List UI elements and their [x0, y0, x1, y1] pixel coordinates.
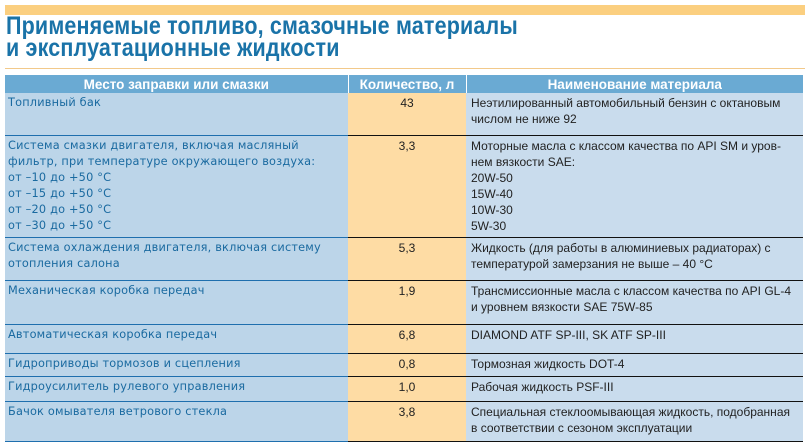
header-place: Место заправки или смазки	[5, 75, 349, 93]
cell-material-line: Тормозная жидкость DOT-4	[471, 357, 625, 371]
cell-place: Система смазки двигателя, включая маслян…	[5, 135, 348, 238]
cell-place-line: Автоматическая коробка передач	[8, 328, 218, 341]
cell-quantity: 1,0	[348, 376, 466, 402]
table-row: Топливный бак 43 Неэтилированный автомобил…	[5, 93, 803, 136]
fluids-table: Место заправки или смазки Количество, л …	[5, 75, 803, 442]
cell-quantity: 1,9	[348, 280, 466, 325]
cell-place-line: Механическая коробка передач	[8, 284, 205, 297]
cell-material-line: 5W-30	[471, 219, 507, 233]
cell-material-line: температурой замерзания не выше – 40 °С	[471, 257, 713, 271]
cell-material: Специальная стеклоомывающая жидкость, по…	[466, 401, 803, 442]
cell-place-line: от –30 до +50 °С	[8, 219, 112, 232]
cell-place: Бачок омывателя ветрового стекла	[5, 401, 348, 442]
cell-place: Топливный бак	[5, 93, 348, 136]
cell-place: Система охлаждения двигателя, включая си…	[5, 237, 348, 281]
cell-material-line: Рабочая жидкость PSF-III	[471, 380, 614, 394]
cell-place-line: Топливный бак	[8, 96, 101, 109]
cell-place-line: Система охлаждения двигателя, включая си…	[8, 241, 321, 254]
cell-quantity: 3,8	[348, 401, 466, 442]
cell-material: Неэтилированный автомобильный бензин с о…	[466, 93, 803, 136]
cell-place: Автоматическая коробка передач	[5, 324, 348, 354]
table-row: Автоматическая коробка передач 6,8 DIAMOND…	[5, 324, 803, 354]
cell-place-line: от –20 до +50 °С	[8, 203, 112, 216]
title-line-2: и эксплуатационные жидкости	[6, 34, 340, 62]
cell-material-line: Специальная стеклоомывающая жидкость, по…	[471, 405, 790, 419]
cell-material-line: Жидкость (для работы в алюминиевых радиа…	[471, 241, 771, 255]
cell-material-line: 20W-50	[471, 171, 513, 185]
cell-quantity: 43	[348, 93, 466, 136]
cell-material-line: Неэтилированный автомобильный бензин с о…	[471, 96, 781, 110]
cell-material-line: нем вязкости SAE:	[471, 155, 576, 169]
cell-place-line: от –15 до +50 °С	[8, 187, 112, 200]
table-row: Механическая коробка передач 1,9 Трансмисс…	[5, 280, 803, 325]
title-divider	[5, 68, 805, 69]
cell-material: Тормозная жидкость DOT-4	[466, 353, 803, 377]
cell-place-line: Бачок омывателя ветрового стекла	[8, 405, 228, 418]
header-material: Наименование материала	[466, 75, 803, 93]
cell-material: Моторные масла с классом качества по API…	[466, 135, 803, 238]
page-title: Применяемые топливо, смазочные материалы…	[6, 12, 518, 62]
accent-bar	[5, 5, 805, 15]
cell-place-line: отопления салона	[8, 257, 120, 270]
cell-material-line: числом не ниже 92	[471, 112, 577, 126]
cell-material-line: 10W-30	[471, 203, 513, 217]
table-row: Бачок омывателя ветрового стекла 3,8 Специ…	[5, 401, 803, 442]
cell-place-line: от –10 до +50 °С	[8, 171, 112, 184]
cell-material-line: DIAMOND ATF SP-III, SK ATF SP-III	[471, 328, 666, 342]
cell-material: Рабочая жидкость PSF-III	[466, 376, 803, 402]
header-quantity: Количество, л	[348, 75, 467, 93]
cell-material: DIAMOND ATF SP-III, SK ATF SP-III	[466, 324, 803, 354]
cell-place-line: Гидроусилитель рулевого управления	[8, 380, 246, 393]
cell-material: Жидкость (для работы в алюминиевых радиа…	[466, 237, 803, 281]
cell-place: Гидроприводы тормозов и сцепления	[5, 353, 348, 377]
table-row: Гидроусилитель рулевого управления 1,0 Раб…	[5, 376, 803, 402]
cell-material-line: и уровнем вязкости SAE 75W-85	[471, 300, 653, 314]
table-header-row: Место заправки или смазки Количество, л …	[5, 75, 803, 93]
title-line-1: Применяемые топливо, смазочные материалы	[6, 12, 518, 40]
cell-place-line: Гидроприводы тормозов и сцепления	[8, 357, 241, 370]
cell-place: Гидроусилитель рулевого управления	[5, 376, 348, 402]
cell-place: Механическая коробка передач	[5, 280, 348, 325]
table-row: Система охлаждения двигателя, включая си…	[5, 237, 803, 281]
cell-quantity: 6,8	[348, 324, 466, 354]
cell-material-line: Моторные масла с классом качества по API…	[471, 139, 781, 153]
cell-material-line: Трансмиссионные масла с классом качества…	[471, 284, 792, 298]
cell-quantity: 5,3	[348, 237, 466, 281]
table-row: Система смазки двигателя, включая маслян…	[5, 135, 803, 238]
cell-material-line: в соответствии с сезоном эксплуатации	[471, 421, 693, 435]
cell-place-line: фильтр, при температуре окружающего возд…	[8, 155, 316, 168]
cell-material-line: 15W-40	[471, 187, 513, 201]
cell-quantity: 0,8	[348, 353, 466, 377]
cell-material: Трансмиссионные масла с классом качества…	[466, 280, 803, 325]
table-row: Гидроприводы тормозов и сцепления 0,8 Торм…	[5, 353, 803, 377]
cell-quantity: 3,3	[348, 135, 466, 238]
cell-place-line: Система смазки двигателя, включая маслян…	[8, 139, 299, 152]
